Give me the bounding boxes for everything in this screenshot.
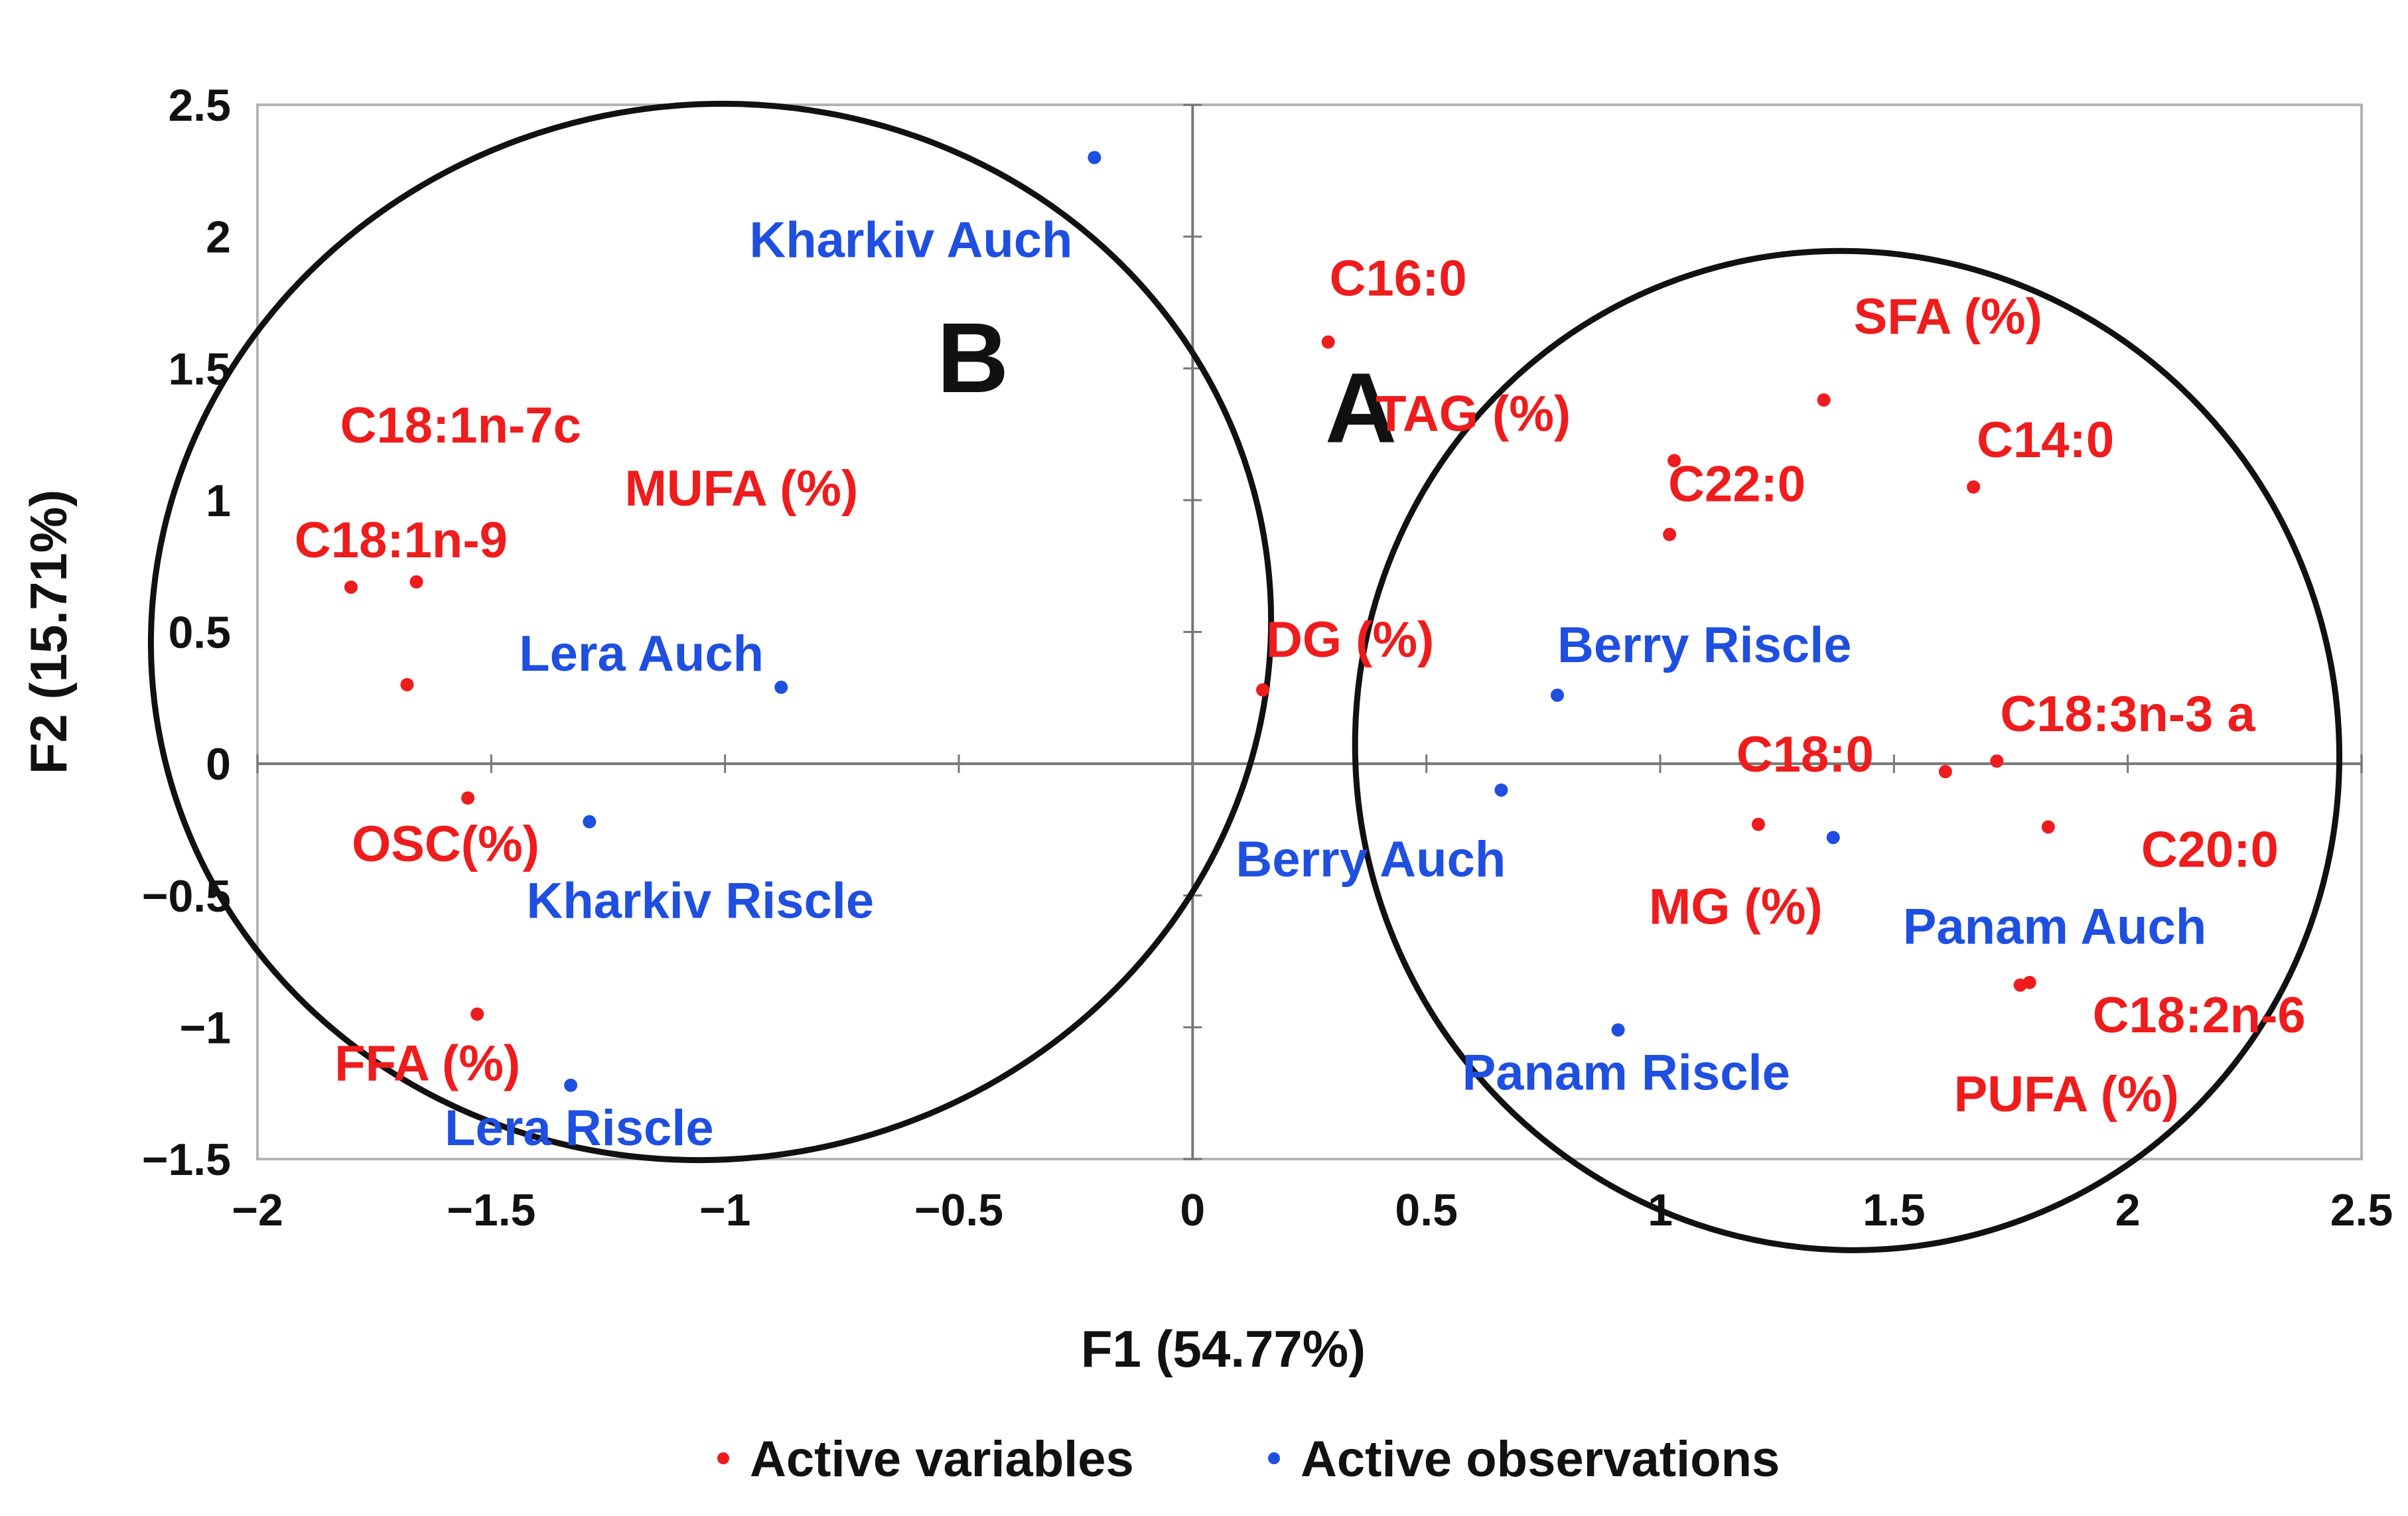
point-sfa (1817, 393, 1831, 407)
tick-labels: −2 −1.5 −1 −0.5 0 0.5 1 1.5 2 2.5−1.5−1−0.500.511… (142, 80, 2393, 1235)
point-pufa (2013, 978, 2027, 992)
x-tick-label: −1.5 (447, 1185, 535, 1235)
legend-marker-active-observations (1268, 1452, 1280, 1464)
point-panam-riscle (1611, 1023, 1625, 1037)
x-tick-label: 0.5 (1395, 1185, 1458, 1235)
y-tick-label: 1 (206, 476, 231, 526)
point-label-dg: DG (%) (1266, 612, 1434, 668)
point-label-c14-0: C14:0 (1977, 412, 2114, 468)
x-axis-title: F1 (54.77%) (1081, 1320, 1366, 1378)
group-label-a: A (1325, 352, 1397, 463)
y-tick-label: −1 (179, 1002, 231, 1053)
point-label-c22-0: C22:0 (1668, 456, 1806, 513)
point-c14-0 (1967, 480, 1981, 494)
point-label-panam-auch: Panam Auch (1903, 898, 2207, 955)
point-label-berry-riscle: Berry Riscle (1557, 617, 1852, 673)
point-c16-0 (1321, 335, 1335, 349)
axes-layer (256, 103, 2363, 1160)
legend-label-active-observations: Active observations (1301, 1431, 1780, 1487)
x-tick-label: −0.5 (914, 1185, 1003, 1235)
group-label-b: B (937, 302, 1009, 413)
y-tick-label: 2 (206, 212, 231, 263)
x-tick-label: −1 (699, 1185, 751, 1235)
point-c18-1n-9 (344, 580, 358, 594)
point-label-sfa: SFA (%) (1854, 289, 2042, 345)
point-label-mg: MG (%) (1649, 878, 1823, 935)
point-label-osc: OSC(%) (352, 816, 539, 872)
y-tick-label: 0 (206, 739, 231, 790)
group-ellipses: AB (147, 100, 2343, 1253)
legend: Active variables Active observations (717, 1431, 1780, 1487)
x-tick-label: 1 (1648, 1185, 1673, 1235)
data-points: C16:0 SFA (%) TAG (%) C14:0 C22:0 C18:1n-7c C1… (295, 151, 2306, 1156)
point-ffa (470, 1007, 484, 1021)
point-label-ffa: FFA (%) (334, 1036, 520, 1092)
point-mg (1751, 817, 1765, 831)
point-c22-0 (1663, 527, 1677, 541)
y-tick-label: 1.5 (168, 344, 231, 394)
point-label-berry-auch: Berry Auch (1236, 831, 1506, 888)
point-label-tag: TAG (%) (1376, 385, 1571, 442)
x-tick-label: 1.5 (1863, 1185, 1926, 1235)
legend-marker-active-variables (717, 1452, 729, 1464)
y-tick-label: −1.5 (142, 1135, 231, 1185)
point-mufa (400, 677, 414, 691)
point-lera-auch (774, 680, 788, 694)
plot-frame (256, 103, 2363, 1160)
x-tick-label: 2.5 (2330, 1185, 2393, 1235)
point-label-lera-auch: Lera Auch (519, 626, 764, 682)
y-tick-label: 2.5 (168, 80, 231, 131)
point-berry-auch (1494, 783, 1508, 797)
point-c20-0 (2041, 820, 2055, 834)
y-tick-label: −0.5 (142, 871, 231, 922)
point-label-c20-0: C20:0 (2141, 821, 2279, 878)
point-label-lera-riscle: Lera Riscle (445, 1100, 714, 1156)
point-kharkiv-riscle (583, 815, 597, 829)
point-label-kharkiv-riscle: Kharkiv Riscle (526, 873, 874, 930)
y-tick-label: 0.5 (168, 608, 231, 658)
point-label-c18-0: C18:0 (1736, 726, 1874, 783)
point-label-panam-riscle: Panam Riscle (1462, 1044, 1790, 1101)
point-kharkiv-auch (1088, 151, 1101, 165)
point-osc (461, 791, 475, 805)
point-lera-riscle (564, 1078, 578, 1092)
x-tick-label: 0 (1180, 1185, 1205, 1235)
point-c18-1n-7c (409, 575, 423, 589)
point-c18-3n-3-a (1990, 754, 2004, 768)
point-label-c18-2n-6: C18:2n-6 (2093, 987, 2306, 1044)
point-label-c18-1n-7c: C18:1n-7c (340, 397, 581, 454)
point-label-c16-0: C16:0 (1330, 251, 1467, 307)
point-tag (1667, 454, 1681, 468)
point-label-c18-3n-3-a: C18:3n-3 a (2000, 686, 2255, 742)
point-label-pufa: PUFA (%) (1954, 1066, 2179, 1123)
y-axis-title: F2 (15.71%) (19, 490, 78, 774)
x-tick-label: −2 (232, 1185, 283, 1235)
point-c18-0 (1938, 765, 1952, 779)
point-dg (1256, 683, 1270, 697)
point-label-mufa: MUFA (%) (624, 460, 858, 517)
legend-label-active-variables: Active variables (750, 1431, 1134, 1487)
group-ellipse-b (147, 100, 1275, 1164)
point-label-kharkiv-auch: Kharkiv Auch (749, 212, 1072, 268)
point-label-c18-1n-9: C18:1n-9 (295, 512, 508, 569)
point-berry-riscle (1550, 688, 1564, 702)
x-tick-label: 2 (2115, 1185, 2141, 1235)
point-panam-auch (1826, 831, 1840, 845)
group-ellipse-a (1352, 247, 2343, 1253)
